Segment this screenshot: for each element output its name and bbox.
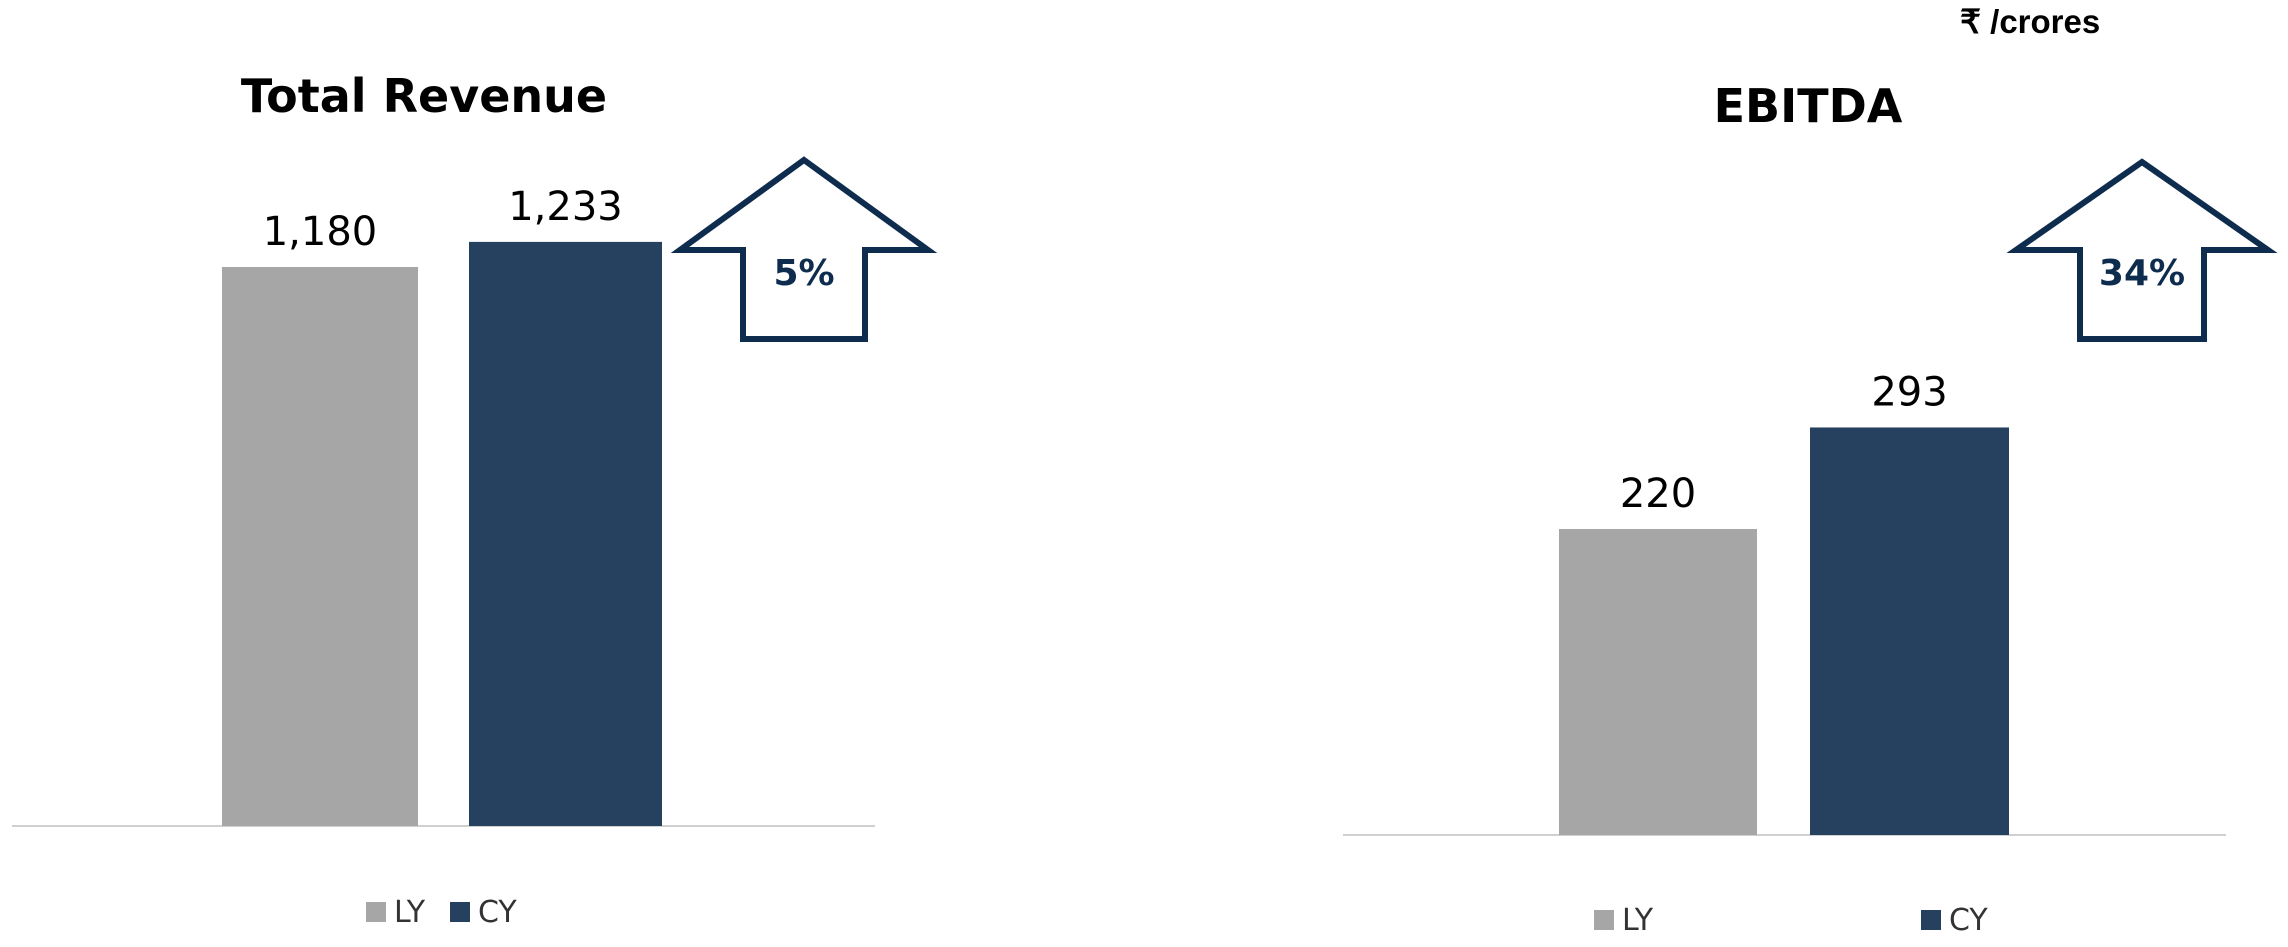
ebitda-data-label-ly: 220 [1620, 471, 1696, 517]
ebitda-data-label-cy: 293 [1871, 369, 1947, 415]
revenue-bar-cy [469, 241, 662, 826]
ebitda-legend-label-ly: LY [1622, 903, 1654, 938]
revenue-growth-arrow-icon [670, 156, 938, 342]
ebitda-chart-title: EBITDA [1714, 79, 1903, 133]
ebitda-growth-arrow-icon [2006, 158, 2278, 342]
ebitda-growth-label: 34% [2099, 253, 2185, 294]
revenue-legend-swatch-ly [366, 902, 386, 922]
ebitda-bar-cy [1810, 427, 2009, 835]
ebitda-bar-ly [1559, 529, 1757, 835]
revenue-legend-swatch-cy [450, 902, 470, 922]
revenue-growth-label: 5% [773, 253, 834, 294]
ebitda-legend-label-cy: CY [1949, 903, 1988, 938]
revenue-legend-label-cy: CY [478, 895, 517, 930]
revenue-data-label-cy: 1,233 [508, 184, 623, 230]
revenue-chart-title: Total Revenue [241, 69, 607, 123]
revenue-legend-label-ly: LY [394, 895, 426, 930]
revenue-data-label-ly: 1,180 [263, 209, 378, 255]
revenue-bar-ly [222, 267, 418, 826]
ebitda-legend-swatch-ly [1594, 910, 1614, 930]
unit-label: ₹ /crores [1960, 3, 2101, 40]
ebitda-legend-swatch-cy [1921, 910, 1941, 930]
